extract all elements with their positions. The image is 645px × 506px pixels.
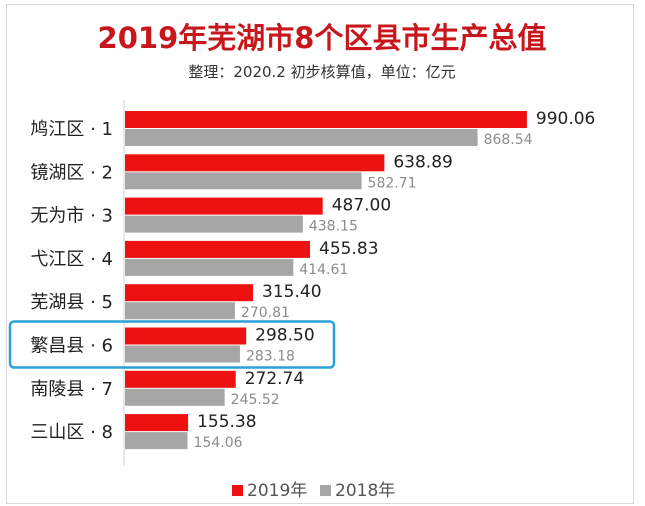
legend-swatch-2018	[320, 485, 331, 496]
legend-swatch-2019	[232, 485, 243, 496]
category-label: 南陵县 · 7	[30, 379, 113, 400]
value-label-2018: 270.81	[241, 305, 290, 321]
bar-2018	[125, 129, 478, 146]
value-label-2018: 283.18	[246, 349, 295, 365]
bar-2018	[125, 172, 362, 190]
value-label-2019: 155.38	[197, 412, 256, 432]
value-label-2019: 298.50	[255, 326, 314, 346]
bar-2019	[125, 327, 247, 345]
category-label: 繁昌县 · 6	[30, 336, 113, 357]
bar-2019	[125, 414, 189, 432]
value-label-2018: 245.52	[231, 392, 280, 408]
value-label-2018: 868.54	[484, 132, 533, 148]
highlight-box	[8, 320, 336, 369]
value-label-2018: 438.15	[309, 219, 358, 235]
value-label-2019: 272.74	[245, 369, 304, 389]
category-label: 无为市 · 3	[30, 206, 113, 227]
value-label-2019: 487.00	[332, 196, 391, 216]
bar-2019	[125, 284, 254, 302]
category-label: 弋江区 · 4	[30, 249, 113, 270]
category-label: 镜湖区 · 2	[30, 162, 113, 183]
bar-2018	[125, 258, 294, 276]
bar-2018	[125, 302, 235, 320]
value-label-2019: 638.89	[393, 152, 452, 172]
category-label: 三山区 · 8	[30, 422, 113, 443]
legend-label-2018: 2018年	[335, 481, 395, 501]
bar-2018	[125, 388, 225, 406]
bar-2018	[125, 215, 303, 233]
bar-2019	[125, 154, 385, 172]
legend: 2019年 2018年	[232, 481, 395, 501]
bar-2019	[125, 111, 527, 128]
category-label: 芜湖县 · 5	[30, 292, 113, 313]
value-label-2019: 990.06	[536, 109, 595, 129]
bar-2018	[125, 432, 188, 450]
chart-title: 2019年芜湖市8个区县市生产总值	[98, 21, 547, 55]
legend-label-2019: 2019年	[247, 481, 307, 501]
value-label-2019: 315.40	[262, 282, 321, 302]
category-label: 鸠江区 · 1	[30, 119, 113, 140]
bar-2019	[125, 197, 323, 215]
value-label-2018: 154.06	[194, 435, 243, 451]
bar-2019	[125, 240, 311, 258]
value-label-2018: 414.61	[299, 262, 348, 278]
bar-2019	[125, 370, 236, 388]
value-label-2019: 455.83	[319, 239, 378, 259]
chart-subtitle: 整理：2020.2 初步核算值，单位：亿元	[188, 63, 455, 81]
bar-2018	[125, 345, 240, 363]
value-label-2018: 582.71	[368, 175, 417, 191]
chart-frame	[6, 4, 634, 504]
